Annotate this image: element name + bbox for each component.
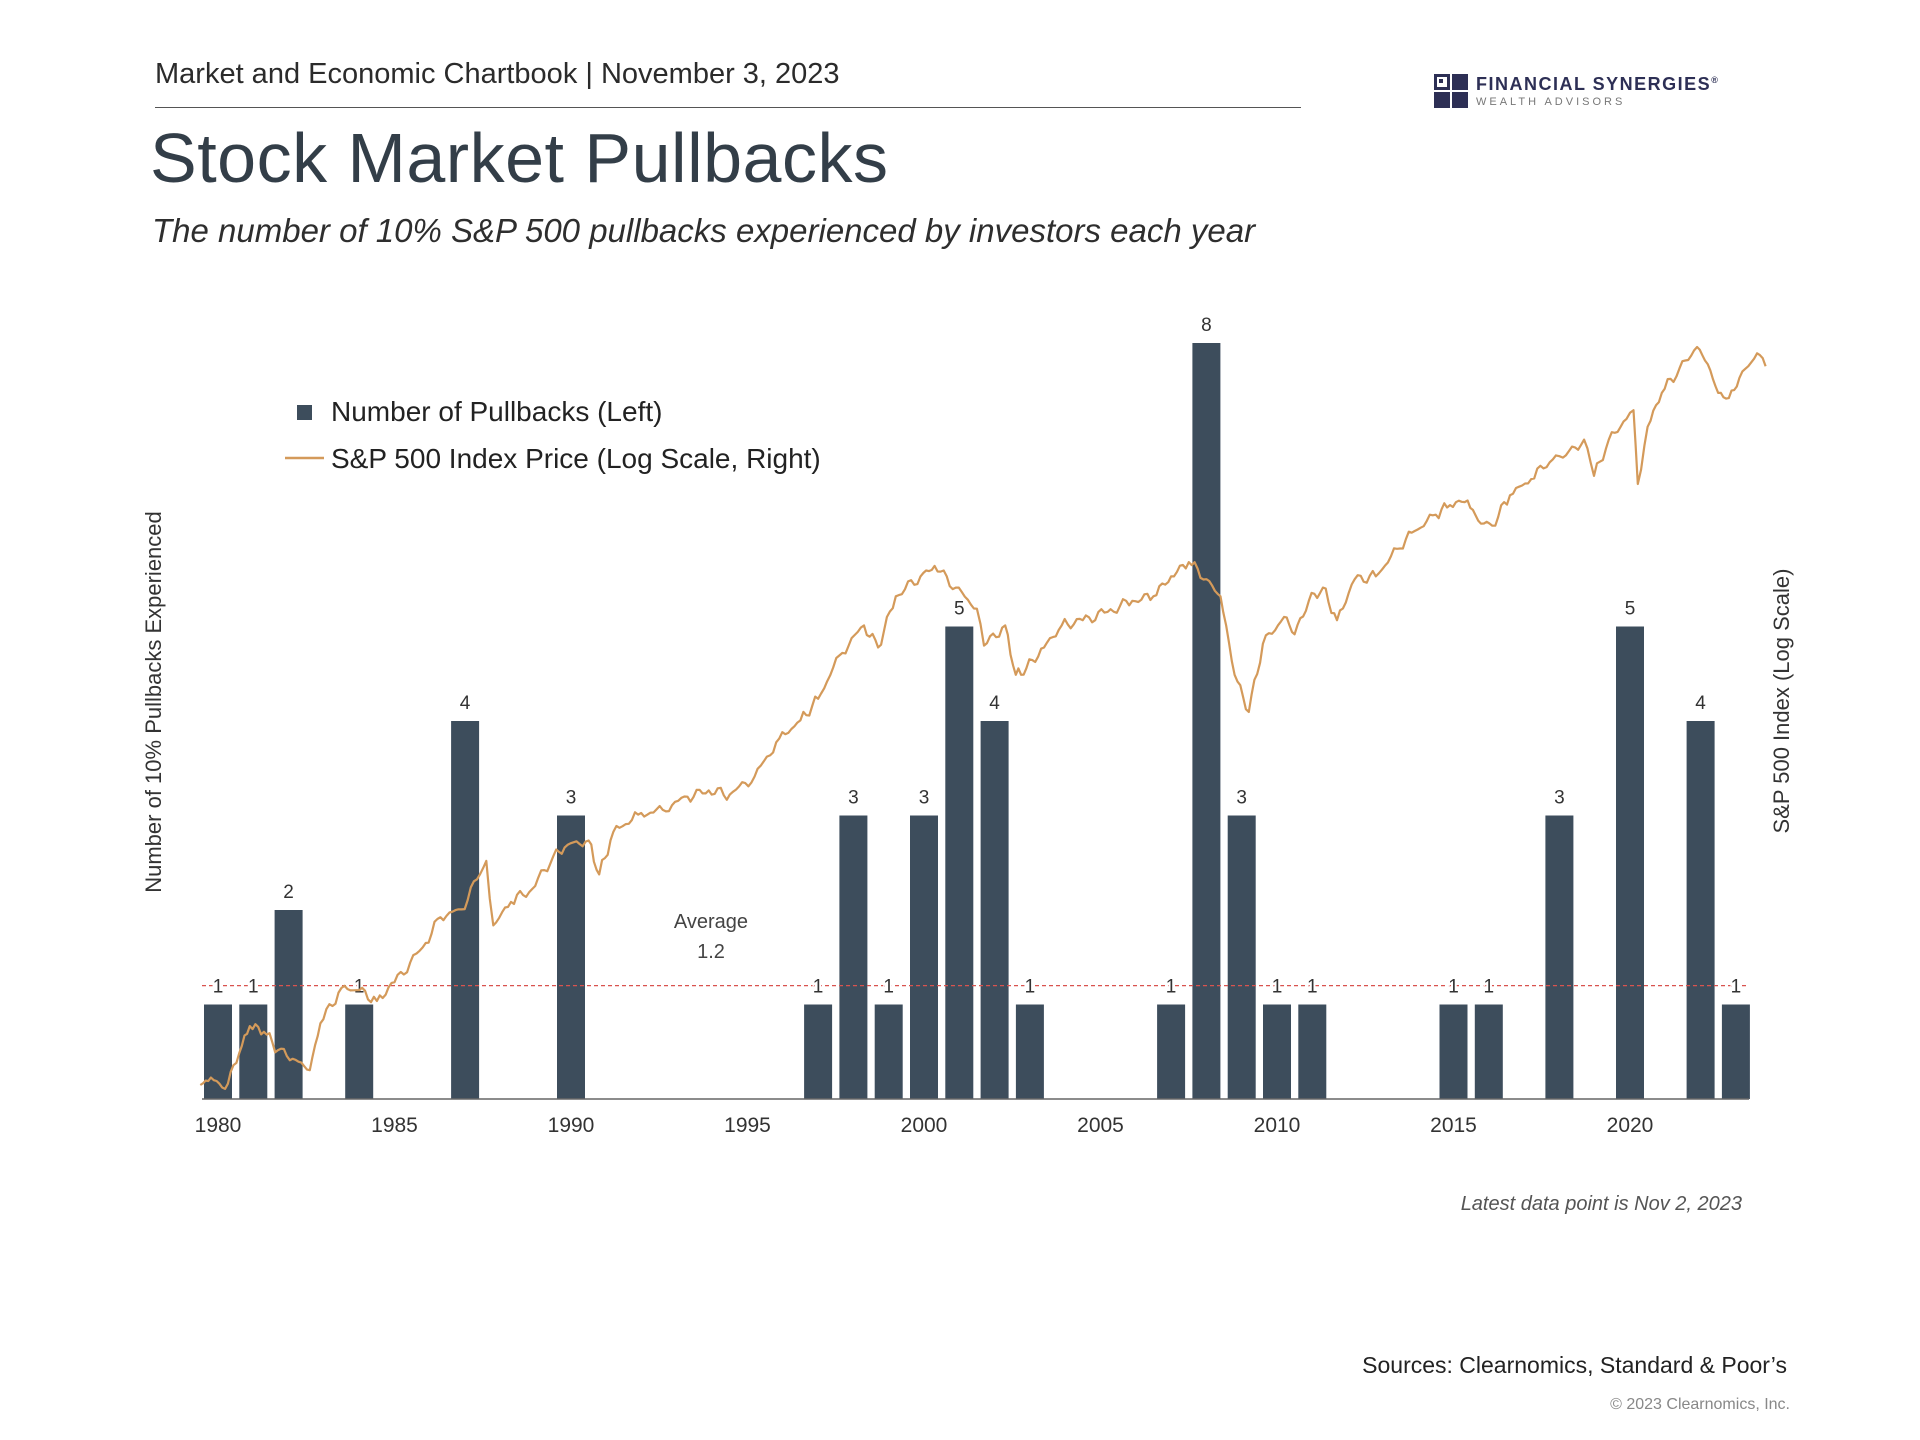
bar-label-1987: 4 <box>460 693 471 714</box>
bar-2020 <box>1616 626 1644 1099</box>
legend-bar-label: Number of Pullbacks (Left) <box>331 396 662 427</box>
logo-mark-icon <box>1434 74 1468 108</box>
bar-2022 <box>1686 721 1715 1099</box>
logo-name: FINANCIAL SYNERGIES® <box>1476 74 1720 94</box>
bar-2011 <box>1298 1004 1327 1099</box>
x-tick-2000: 2000 <box>901 1114 948 1137</box>
bar-2008 <box>1192 343 1221 1099</box>
bar-2009 <box>1227 815 1256 1099</box>
bar-1999 <box>874 1004 903 1099</box>
bar-label-2023: 1 <box>1731 977 1742 998</box>
bar-2015 <box>1439 1004 1468 1099</box>
x-tick-2020: 2020 <box>1607 1114 1654 1137</box>
y-axis-right-label: S&P 500 Index (Log Scale) <box>1769 569 1794 834</box>
bar-label-2018: 3 <box>1554 788 1565 809</box>
average-label: Average <box>674 911 748 933</box>
bar-1997 <box>804 1004 833 1099</box>
x-tick-1980: 1980 <box>195 1114 242 1137</box>
x-tick-1990: 1990 <box>548 1114 595 1137</box>
legend-bar-swatch <box>297 405 312 420</box>
bar-label-2010: 1 <box>1272 977 1283 998</box>
bar-label-2015: 1 <box>1448 977 1459 998</box>
bar-2001 <box>945 626 974 1099</box>
x-tick-2015: 2015 <box>1430 1114 1477 1137</box>
company-logo: FINANCIAL SYNERGIES® WEALTH ADVISORS <box>1434 74 1754 116</box>
average-value: 1.2 <box>697 941 725 963</box>
bar-label-2022: 4 <box>1695 693 1706 714</box>
y-axis-left-label: Number of 10% Pullbacks Experienced <box>141 511 166 893</box>
bar-2018 <box>1545 815 1574 1099</box>
bar-2003 <box>1015 1004 1044 1099</box>
bar-1998 <box>839 815 868 1099</box>
bar-label-2003: 1 <box>1025 977 1036 998</box>
bar-label-1998: 3 <box>848 788 859 809</box>
bar-2010 <box>1263 1004 1291 1099</box>
bar-label-2007: 1 <box>1166 977 1177 998</box>
chartbook-header: Market and Economic Chartbook | November… <box>155 58 840 90</box>
bar-label-1999: 1 <box>883 977 894 998</box>
bar-label-1980: 1 <box>213 977 224 998</box>
bar-1982 <box>274 910 303 1099</box>
bar-1990 <box>557 815 585 1099</box>
bar-label-2008: 8 <box>1201 315 1212 336</box>
x-tick-2005: 2005 <box>1077 1114 1124 1137</box>
latest-data-note: Latest data point is Nov 2, 2023 <box>1460 1193 1742 1215</box>
logo-tagline: WEALTH ADVISORS <box>1476 96 1626 108</box>
bar-label-1984: 1 <box>354 977 365 998</box>
bar-label-2011: 1 <box>1307 977 1318 998</box>
header-divider <box>155 107 1301 108</box>
bar-label-2001: 5 <box>954 599 965 620</box>
bar-label-2016: 1 <box>1484 977 1495 998</box>
bar-2000 <box>910 815 938 1099</box>
sources-text: Sources: Clearnomics, Standard & Poor’s <box>1362 1352 1787 1378</box>
bar-2007 <box>1157 1004 1186 1099</box>
bar-2016 <box>1474 1004 1503 1099</box>
x-tick-1995: 1995 <box>724 1114 771 1137</box>
bar-label-1990: 3 <box>566 788 577 809</box>
bar-label-2020: 5 <box>1625 599 1636 620</box>
legend-line-label: S&P 500 Index Price (Log Scale, Right) <box>331 443 821 474</box>
sp500-line <box>199 345 1767 1090</box>
bar-2023 <box>1721 1004 1750 1099</box>
bar-label-2009: 3 <box>1236 788 1247 809</box>
bar-label-2002: 4 <box>989 693 1000 714</box>
bar-label-1997: 1 <box>813 977 824 998</box>
bar-label-2000: 3 <box>919 788 930 809</box>
page-subtitle: The number of 10% S&P 500 pullbacks expe… <box>152 212 1256 249</box>
x-tick-2010: 2010 <box>1254 1114 1301 1137</box>
bar-2002 <box>980 721 1009 1099</box>
x-tick-1985: 1985 <box>371 1114 418 1137</box>
copyright-text: © 2023 Clearnomics, Inc. <box>1610 1396 1790 1413</box>
bar-1984 <box>345 1004 374 1099</box>
bar-label-1982: 2 <box>283 882 294 903</box>
bar-label-1981: 1 <box>248 977 259 998</box>
page-title: Stock Market Pullbacks <box>150 119 889 197</box>
bar-1981 <box>239 1004 268 1099</box>
